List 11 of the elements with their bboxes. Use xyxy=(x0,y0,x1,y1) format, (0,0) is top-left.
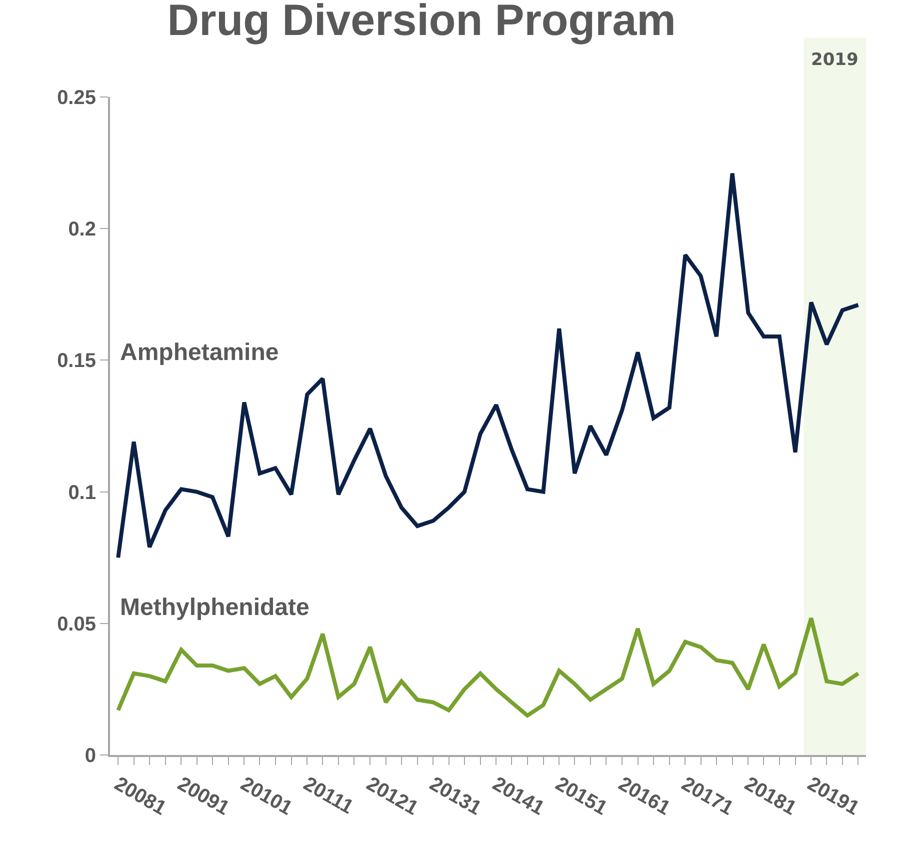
y-tick-label: 0.2 xyxy=(68,218,96,241)
y-tick-label: 0.1 xyxy=(68,482,96,504)
band-label: 2019 xyxy=(811,50,858,70)
y-tick-label: 0.05 xyxy=(57,613,96,636)
chart-title: Drug Diversion Program xyxy=(167,0,676,46)
line-series xyxy=(116,171,860,560)
y-tick-label: 0.15 xyxy=(57,350,96,372)
y-tick-label: 0.25 xyxy=(57,87,96,109)
y-tick-label: 0 xyxy=(84,745,96,767)
series-label: Amphetamine xyxy=(120,339,279,366)
series-label: Methylphenidate xyxy=(120,594,310,621)
